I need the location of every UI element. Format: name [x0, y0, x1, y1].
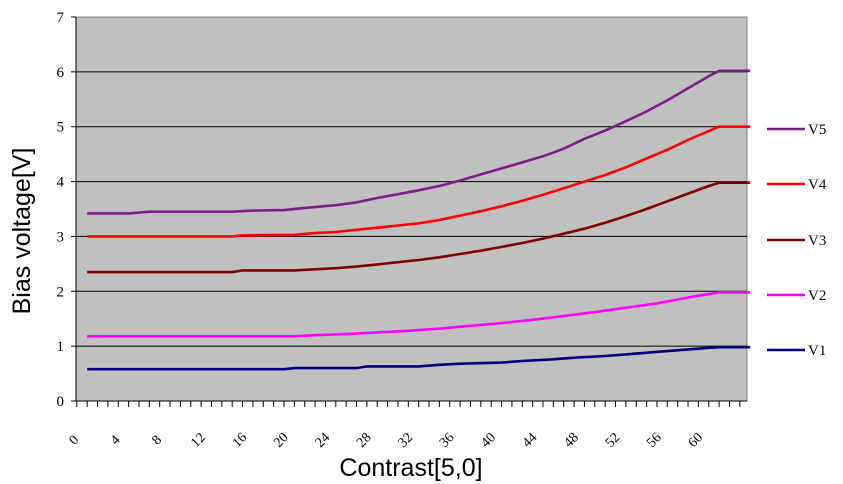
- x-tick-label-60: 60: [686, 430, 707, 451]
- y-tick-label-2: 2: [57, 284, 65, 300]
- series-lines: [87, 69, 751, 371]
- y-axis-title: Bias voltage[V]: [8, 148, 36, 315]
- x-tick-label-48: 48: [561, 430, 582, 451]
- legend: V5 V4 V3 V2 V1: [767, 122, 827, 359]
- x-tick-label-20: 20: [271, 430, 292, 451]
- legend-label-v1: V1: [808, 343, 826, 359]
- series-line-v5: [87, 69, 751, 215]
- legend-label-v2: V2: [808, 288, 826, 304]
- y-tick-label-7: 7: [57, 10, 65, 26]
- x-tick-label-0: 0: [67, 433, 83, 449]
- x-tick-label-52: 52: [603, 430, 624, 451]
- x-tick-label-4: 4: [108, 433, 124, 449]
- y-tick-label-0: 0: [57, 394, 65, 410]
- y-tick-label-5: 5: [57, 120, 65, 136]
- x-tick-label-16: 16: [230, 430, 251, 451]
- x-tick-label-32: 32: [396, 430, 417, 451]
- x-tick-label-8: 8: [149, 433, 165, 449]
- x-tick-label-36: 36: [437, 430, 458, 451]
- x-tick-label-12: 12: [188, 430, 209, 451]
- x-tick-label-28: 28: [354, 430, 375, 451]
- legend-label-v5: V5: [808, 122, 826, 138]
- legend-label-v4: V4: [808, 177, 827, 193]
- series-line-v2: [87, 291, 751, 338]
- series-line-v1: [87, 345, 751, 371]
- x-tick-label-56: 56: [644, 430, 665, 451]
- x-tick-label-24: 24: [313, 430, 334, 451]
- legend-label-v3: V3: [808, 233, 826, 249]
- x-tick-label-44: 44: [520, 430, 541, 451]
- y-tick-label-1: 1: [57, 339, 65, 355]
- x-tick-label-40: 40: [478, 430, 499, 451]
- y-tick-label-6: 6: [57, 65, 65, 81]
- y-tick-label-4: 4: [57, 175, 65, 191]
- x-tick-labels: 0 4 8 12 16 20 24 28 32 36 40 44 48 52 56 60: [67, 430, 707, 451]
- y-tick-label-3: 3: [57, 229, 65, 245]
- x-axis-title: Contrast[5,0]: [339, 454, 482, 482]
- series-line-v3: [87, 181, 751, 274]
- series-line-v4: [87, 125, 751, 238]
- y-tick-labels: 0 1 2 3 4 5 6 7: [57, 10, 65, 410]
- axes: [71, 16, 747, 407]
